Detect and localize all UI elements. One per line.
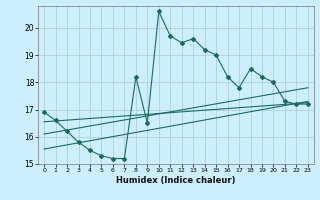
X-axis label: Humidex (Indice chaleur): Humidex (Indice chaleur) [116, 176, 236, 185]
